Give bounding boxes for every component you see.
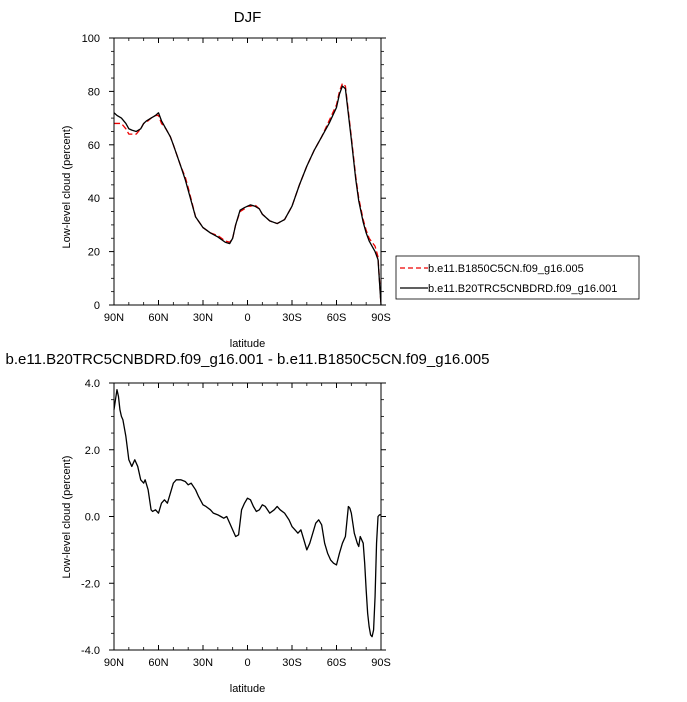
bottom-xtick-label: 30S [282, 657, 302, 669]
top-series-line-1 [113, 85, 382, 306]
bottom-chart-title: b.e11.B20TRC5CNBDRD.f09_g16.001 - b.e11.… [6, 351, 490, 368]
top-xtick-label: 90S [371, 312, 391, 324]
top-plot-frame [113, 37, 382, 306]
top-ytick-label: 40 [88, 193, 100, 205]
bottom-plot-frame [113, 382, 382, 651]
legend: b.e11.B1850C5CN.f09_g16.005 b.e11.B20TRC… [395, 255, 640, 300]
top-ytick-label: 60 [88, 140, 100, 152]
top-series-lines [113, 82, 382, 306]
bottom-xtick-label: 60N [148, 657, 168, 669]
bottom-series-lines [113, 389, 381, 638]
top-chart-title: DJF [234, 9, 262, 26]
top-tick-labels: 90N 60N 30N 0 30S 60S 90S 0 20 40 60 80 100 [82, 33, 391, 324]
bottom-ytick-label: -4.0 [81, 645, 100, 657]
legend-label-experiment: b.e11.B20TRC5CNBDRD.f09_g16.001 [428, 283, 617, 295]
legend-box [395, 255, 640, 300]
top-x-axis-label: latitude [230, 338, 265, 350]
top-axis-ticks [109, 37, 386, 306]
top-ytick-label: 80 [88, 86, 100, 98]
bottom-tick-labels: 90N 60N 30N 0 30S 60S 90S -4.0 -2.0 0.0 2.0 4.0 [81, 378, 391, 669]
bottom-xtick-label: 30N [193, 657, 213, 669]
top-y-axis-label: Low-level cloud (percent) [61, 126, 73, 249]
top-ytick-label: 0 [94, 300, 100, 312]
difference-panel: b.e11.B20TRC5CNBDRD.f09_g16.001 - b.e11.… [6, 351, 490, 695]
top-ytick-label: 20 [88, 247, 100, 259]
bottom-ytick-label: 0.0 [85, 512, 100, 524]
top-xtick-label: 30S [282, 312, 302, 324]
top-xtick-label: 60N [148, 312, 168, 324]
legend-label-control: b.e11.B1850C5CN.f09_g16.005 [428, 263, 584, 275]
bottom-ytick-label: -2.0 [81, 578, 100, 590]
bottom-xtick-label: 60S [327, 657, 347, 669]
bottom-ytick-label: 2.0 [85, 445, 100, 457]
bottom-xtick-label: 90S [371, 657, 391, 669]
bottom-series-line-0 [113, 389, 381, 638]
bottom-x-axis-label: latitude [230, 683, 265, 695]
top-xtick-label: 90N [104, 312, 124, 324]
mean-low-cloud-panel: DJF Low-level cloud (percent) latitude 9… [61, 9, 640, 350]
top-xtick-label: 30N [193, 312, 213, 324]
bottom-ytick-label: 4.0 [85, 378, 100, 390]
bottom-y-axis-label: Low-level cloud (percent) [61, 456, 73, 579]
top-xtick-label: 0 [244, 312, 250, 324]
bottom-xtick-label: 90N [104, 657, 124, 669]
bottom-axis-ticks [109, 382, 386, 651]
bottom-xtick-label: 0 [244, 657, 250, 669]
top-xtick-label: 60S [327, 312, 347, 324]
top-ytick-label: 100 [82, 33, 100, 45]
